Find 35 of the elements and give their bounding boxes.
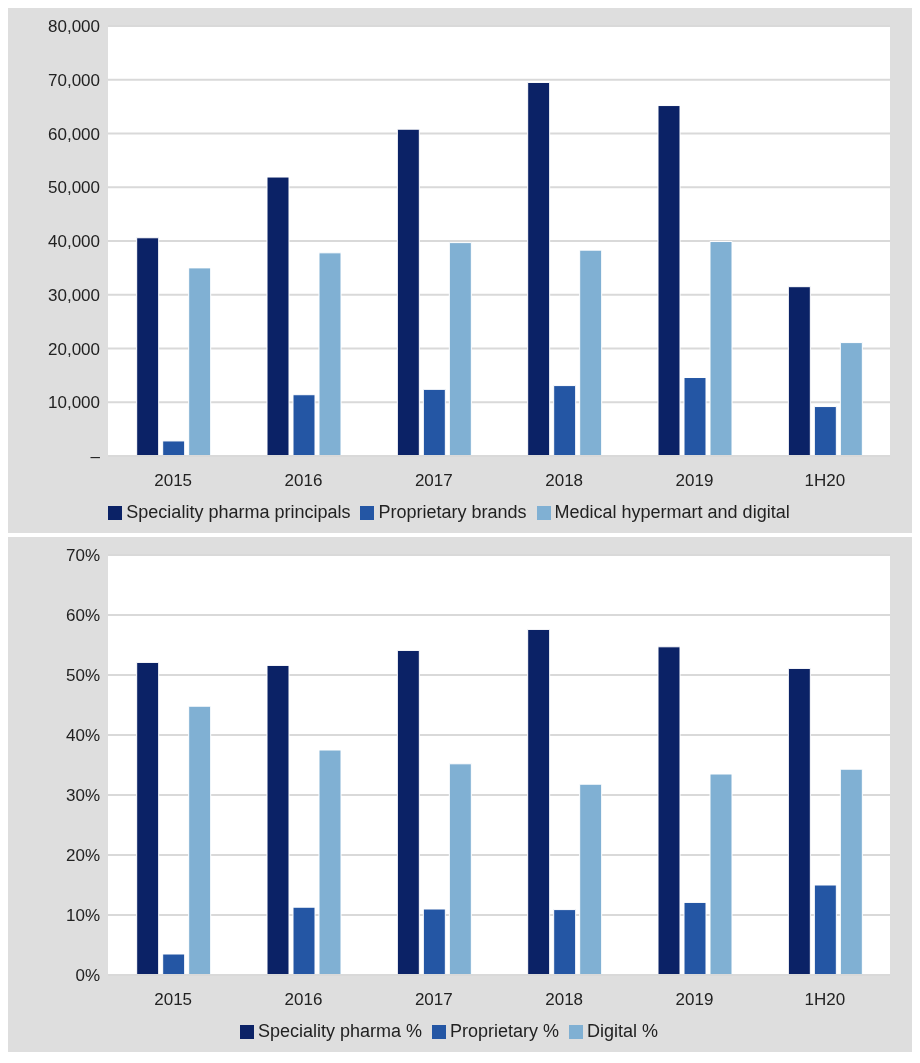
x-tick-label: 2019: [675, 471, 714, 491]
x-tick-label: 2016: [284, 990, 323, 1010]
y-tick-label: 50,000: [48, 178, 100, 198]
x-tick-label: 1H20: [804, 471, 846, 491]
y-tick-label: 70,000: [48, 70, 100, 90]
x-tick-label: 2018: [545, 990, 584, 1010]
x-tick-label: 2017: [414, 990, 453, 1010]
legend-label: Speciality pharma principals: [126, 502, 351, 522]
legend-label: Proprietary %: [450, 1021, 560, 1041]
x-tick-label: 2016: [284, 471, 323, 491]
y-tick-label: 40,000: [48, 232, 100, 252]
y-tick-label: 40%: [65, 726, 100, 746]
y-tick-label: 70%: [65, 546, 100, 566]
x-tick-label: 2015: [154, 990, 193, 1010]
legend-label: Digital %: [587, 1021, 659, 1041]
y-tick-label: –: [90, 447, 101, 467]
x-tick-label: 1H20: [804, 990, 846, 1010]
y-tick-label: 80,000: [48, 17, 100, 37]
legend-label: Proprietary brands: [378, 502, 527, 522]
y-tick-label: 20%: [65, 846, 100, 866]
y-tick-label: 60%: [65, 606, 100, 626]
y-tick-label: 60,000: [48, 124, 100, 144]
x-tick-label: 2018: [545, 471, 584, 491]
legend-label: Speciality pharma %: [257, 1021, 422, 1041]
x-tick-label: 2017: [414, 471, 453, 491]
y-tick-label: 10%: [65, 906, 100, 926]
x-tick-label: 2019: [675, 990, 714, 1010]
y-tick-label: 30%: [65, 786, 100, 806]
y-tick-label: 0%: [75, 966, 100, 986]
y-tick-label: 30,000: [48, 285, 100, 305]
x-tick-label: 2015: [154, 471, 193, 491]
y-tick-label: 20,000: [48, 339, 100, 359]
legend-label: Medical hypermart and digital: [554, 502, 790, 522]
y-tick-label: 50%: [65, 666, 100, 686]
y-tick-label: 10,000: [48, 393, 100, 413]
